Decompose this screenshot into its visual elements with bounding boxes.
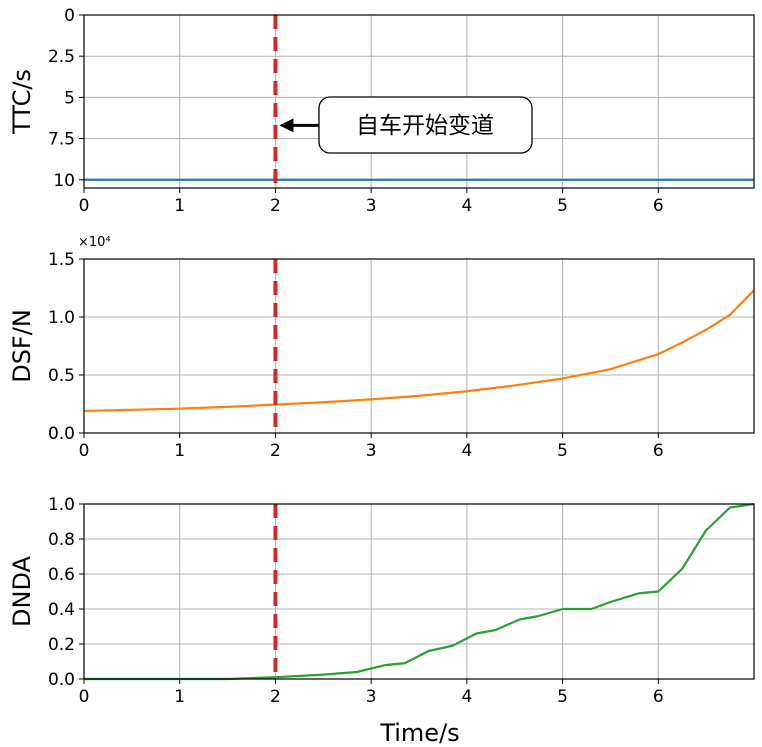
x-tick-label: 1 [174, 196, 185, 216]
x-tick-label: 6 [653, 687, 664, 707]
axes-frame [83, 14, 755, 189]
y-tick-label: 1.0 [48, 495, 75, 515]
y-tick-label: 0.4 [48, 600, 75, 620]
x-tick-label: 6 [653, 196, 664, 216]
y-tick-label: 0 [64, 6, 75, 26]
x-tick-label: 1 [174, 687, 185, 707]
panel-2: 0 1 2 3 4 5 6 0.0 0.5 1.0 1.5 DSF/N ×10⁴ [8, 235, 755, 461]
y-axis-label: TTC/s [8, 69, 36, 135]
x-tick-label: 2 [270, 687, 281, 707]
y-tick-label: 0.6 [48, 565, 75, 585]
plot-area [84, 504, 754, 679]
y-tick-label: 7.5 [48, 130, 75, 150]
x-tick-label: 0 [79, 196, 90, 216]
axes-frame [83, 258, 755, 434]
x-tick-label: 2 [270, 441, 281, 461]
y-axis-label: DSF/N [8, 309, 36, 383]
y-tick-label: 0.5 [48, 366, 75, 386]
annotation-arrowhead [279, 118, 294, 133]
x-tick-label: 5 [557, 441, 568, 461]
x-tick-label: 5 [557, 687, 568, 707]
x-tick-label: 0 [79, 441, 90, 461]
y-offset-label: ×10⁴ [78, 235, 111, 250]
x-tick-label: 3 [366, 687, 377, 707]
y-tick-label: 0.0 [48, 670, 75, 690]
x-tick-label: 4 [461, 441, 472, 461]
x-tick-label: 3 [366, 441, 377, 461]
y-tick-label: 0.2 [48, 635, 75, 655]
y-tick-label: 1.0 [48, 308, 75, 328]
annotation-text: 自车开始变道 [356, 113, 494, 139]
plot-area [84, 259, 754, 433]
x-tick-label: 0 [79, 687, 90, 707]
y-tick-label: 5 [64, 88, 75, 108]
series-line [83, 289, 755, 413]
y-tick-label: 0.0 [48, 424, 75, 444]
y-axis-label: DNDA [8, 555, 36, 626]
panel-3: 0 1 2 3 4 5 6 0.0 0.2 0.4 0.6 0.8 1.0 DNDA [8, 495, 755, 707]
x-tick-label: 6 [653, 441, 664, 461]
x-axis-label: Time/s [379, 719, 459, 747]
y-tick-label: 0.8 [48, 530, 75, 550]
panel-1: 0 1 2 3 4 5 6 0 2.5 5 7.5 10 TTC/s 自车开始变道 [8, 6, 755, 216]
axes-frame [83, 503, 755, 680]
x-tick-label: 5 [557, 196, 568, 216]
y-tick-label: 2.5 [48, 47, 75, 67]
x-tick-label: 2 [270, 196, 281, 216]
y-tick-label: 10 [53, 171, 75, 191]
x-tick-label: 4 [461, 196, 472, 216]
y-tick-label: 1.5 [48, 250, 75, 270]
x-tick-label: 3 [366, 196, 377, 216]
x-tick-label: 1 [174, 441, 185, 461]
series-line [84, 502, 755, 681]
x-tick-label: 4 [461, 687, 472, 707]
